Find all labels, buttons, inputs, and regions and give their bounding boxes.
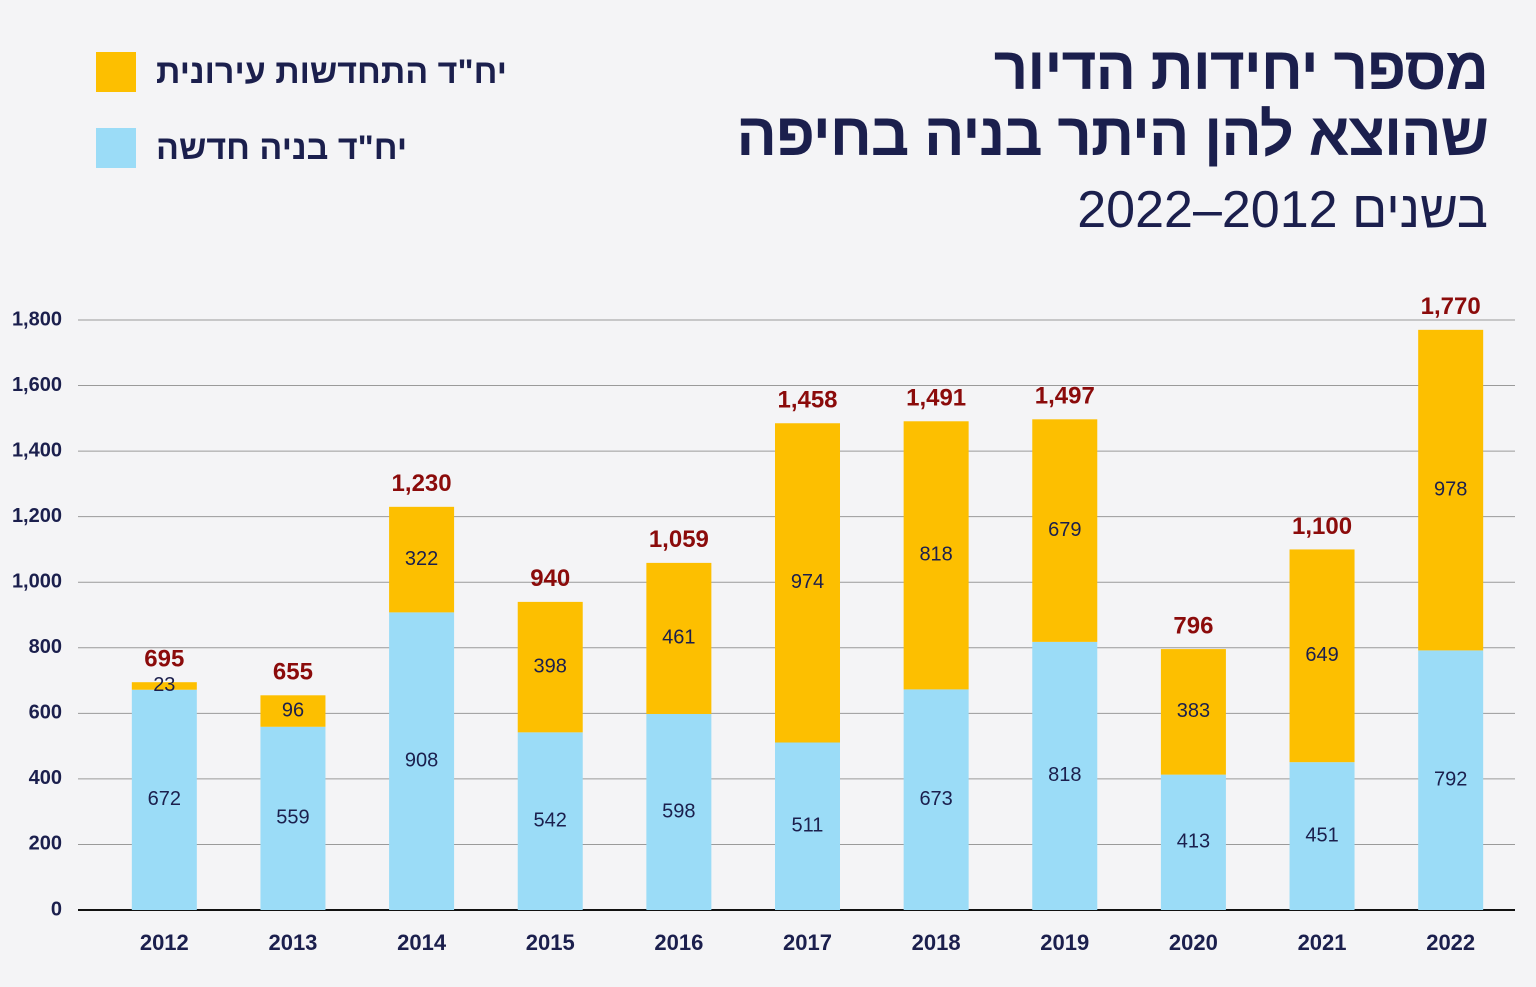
x-tick-label: 2019	[1040, 930, 1089, 955]
data-label: 511	[792, 815, 824, 837]
bar-segment	[1418, 650, 1484, 910]
data-label: 818	[919, 544, 952, 566]
x-tick-label: 2014	[397, 930, 447, 955]
bar-segment	[646, 562, 712, 714]
data-label: 398	[534, 655, 567, 677]
x-tick-label: 2018	[912, 930, 961, 955]
data-label: 908	[405, 749, 438, 771]
y-tick-label: 1,600	[12, 374, 62, 396]
bar-segment	[517, 732, 583, 910]
data-label: 451	[1305, 824, 1338, 846]
bar-segment	[1160, 649, 1226, 775]
bar-segment	[517, 601, 583, 733]
data-label: 978	[1434, 478, 1467, 500]
total-label: 695	[144, 646, 184, 673]
x-tick-label: 2021	[1298, 930, 1347, 955]
bar-segment	[260, 695, 326, 727]
chart-subtitle: בשנים 2012–2022	[1077, 181, 1488, 239]
data-label: 96	[282, 699, 304, 721]
x-tick-label: 2012	[140, 930, 189, 955]
data-label: 649	[1305, 644, 1338, 666]
x-tick-label: 2016	[654, 930, 703, 955]
y-tick-label: 1,400	[12, 439, 62, 461]
data-label: 598	[662, 800, 695, 822]
legend-swatch	[96, 128, 136, 168]
title-line: מספר יחידות הדיור	[993, 35, 1489, 102]
legend-label: יח"ד התחדשות עירונית	[156, 52, 507, 91]
data-label: 542	[534, 809, 567, 831]
bar-segment	[1418, 329, 1484, 651]
data-label: 673	[919, 788, 952, 810]
bar-segment	[903, 421, 969, 690]
x-tick-label: 2022	[1426, 930, 1475, 955]
total-label: 796	[1173, 612, 1213, 639]
data-label: 461	[662, 627, 695, 649]
legend-item: יח"ד התחדשות עירונית	[96, 52, 507, 92]
y-tick-label: 800	[29, 636, 62, 658]
y-tick-label: 1,200	[12, 505, 62, 527]
bar-segment	[646, 713, 712, 910]
bar-segment	[131, 689, 197, 910]
total-label: 1,230	[392, 470, 452, 497]
y-tick-label: 400	[29, 767, 62, 789]
bar-segment	[903, 689, 969, 910]
chart-title: מספר יחידות הדיור שהוצא להן היתר בניה בח…	[736, 35, 1489, 168]
x-tick-label: 2017	[783, 930, 832, 955]
data-label: 818	[1048, 764, 1081, 786]
bar-segment	[775, 742, 840, 910]
data-label: 792	[1434, 768, 1467, 790]
bar-segment	[1289, 549, 1355, 763]
bar-segment	[1032, 641, 1098, 910]
total-label: 1,770	[1421, 293, 1481, 320]
title-line: שהוצא להן היתר בניה בחיפה	[736, 101, 1489, 168]
total-label: 1,100	[1292, 513, 1352, 540]
bar-segment	[389, 612, 455, 910]
total-label: 1,458	[777, 387, 837, 414]
y-tick-label: 600	[29, 702, 62, 724]
data-label: 23	[153, 674, 175, 696]
bar-segment	[389, 506, 455, 613]
data-label: 413	[1177, 831, 1210, 853]
data-label: 559	[276, 807, 309, 829]
legend-item: יח"ד בניה חדשה	[96, 128, 407, 168]
data-label: 322	[405, 548, 438, 570]
total-label: 1,059	[649, 526, 709, 553]
y-tick-label: 0	[51, 898, 62, 920]
legend-swatch	[96, 52, 136, 92]
x-tick-label: 2020	[1169, 930, 1218, 955]
data-label: 383	[1177, 700, 1210, 722]
x-tick-label: 2013	[268, 930, 317, 955]
total-label: 1,491	[906, 385, 966, 412]
bar-segment	[1032, 419, 1098, 642]
bar-segment	[131, 682, 197, 690]
bar-segment	[1289, 762, 1355, 910]
y-tick-label: 200	[29, 833, 62, 855]
total-label: 655	[273, 659, 313, 686]
x-tick-label: 2015	[526, 930, 575, 955]
total-label: 1,497	[1035, 383, 1095, 410]
y-tick-label: 1,000	[12, 571, 62, 593]
data-label: 974	[791, 571, 824, 593]
legend-label: יח"ד בניה חדשה	[156, 128, 408, 167]
bar-segment	[775, 423, 840, 743]
data-label: 672	[148, 788, 181, 810]
total-label: 940	[530, 565, 570, 592]
y-tick-label: 1,800	[12, 308, 62, 330]
bar-segment	[1160, 774, 1226, 910]
bar-segment	[260, 726, 326, 910]
data-label: 679	[1048, 519, 1081, 541]
